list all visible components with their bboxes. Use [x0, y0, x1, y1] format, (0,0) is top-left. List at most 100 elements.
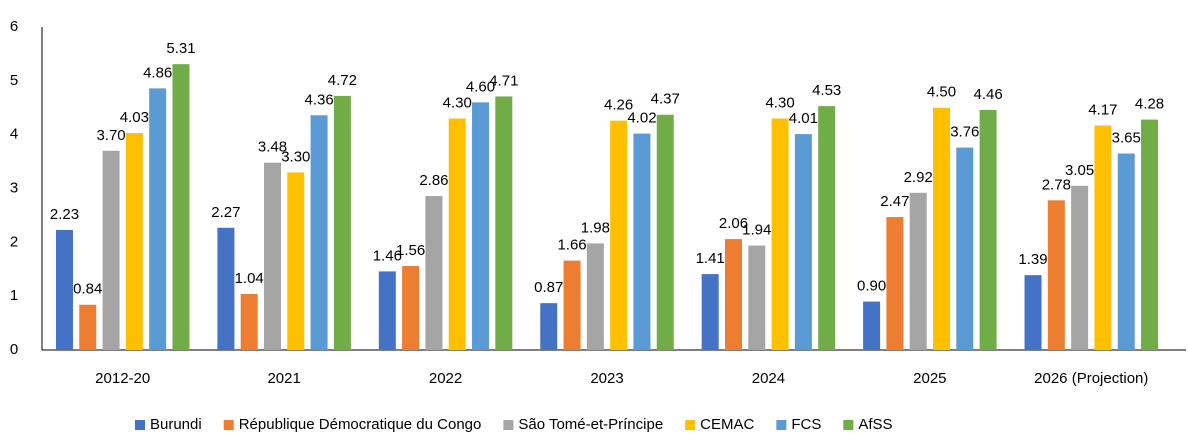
data-label: 4.17 [1088, 101, 1117, 118]
bar [610, 120, 628, 350]
bar [402, 266, 420, 350]
bar [863, 301, 881, 350]
y-tick-label: 4 [10, 126, 18, 143]
y-tick-label: 2 [10, 233, 18, 250]
data-label: 4.50 [927, 84, 956, 101]
data-label: 4.60 [466, 78, 495, 95]
bar [172, 64, 190, 351]
bar [540, 303, 558, 350]
bar [495, 96, 513, 350]
x-tick-label: 2023 [590, 370, 623, 387]
y-tick-label: 6 [10, 18, 18, 35]
x-tick-label: 2021 [267, 370, 300, 387]
data-label: 1.56 [396, 242, 425, 259]
y-tick-label: 3 [10, 179, 18, 196]
data-label: 4.86 [143, 64, 172, 81]
bar [55, 229, 73, 350]
bar [378, 271, 396, 350]
data-label: 2.86 [419, 172, 448, 189]
bar [748, 245, 766, 350]
data-label: 3.70 [96, 127, 125, 144]
bar [586, 243, 604, 350]
legend-label: São Tomé-et-Príncipe [518, 416, 663, 433]
data-label: 4.72 [328, 72, 357, 89]
legend-swatch [135, 420, 145, 430]
bar [701, 274, 719, 350]
bar [425, 196, 443, 350]
bar [656, 114, 674, 350]
data-label: 4.53 [812, 82, 841, 99]
x-tick-label: 2024 [752, 370, 785, 387]
bar [1024, 275, 1042, 350]
y-tick-label: 1 [10, 287, 18, 304]
legend-label: FCS [791, 416, 821, 433]
data-label: 1.39 [1018, 251, 1047, 268]
data-label: 2.78 [1042, 176, 1071, 193]
data-label: 0.87 [534, 279, 563, 296]
bar [472, 102, 490, 350]
data-label: 4.71 [489, 72, 518, 89]
data-label: 3.76 [950, 124, 979, 141]
bar [310, 115, 328, 350]
data-label: 2.23 [50, 206, 79, 223]
data-label: 4.01 [789, 110, 818, 127]
bar [886, 217, 904, 350]
data-label: 1.98 [581, 219, 610, 236]
bar [794, 134, 812, 350]
data-label: 4.26 [604, 97, 633, 114]
y-tick-label: 0 [10, 341, 18, 358]
legend-swatch [776, 420, 787, 430]
data-label: 4.46 [974, 86, 1003, 103]
x-tick-label: 2026 (Projection) [1034, 370, 1148, 387]
data-label: 4.36 [304, 91, 333, 108]
data-label: 5.31 [166, 40, 195, 57]
legend-swatch [503, 420, 514, 430]
data-label: 0.90 [857, 278, 886, 295]
data-label: 2.27 [211, 204, 240, 221]
bar [333, 95, 351, 350]
legend-swatch [685, 420, 696, 430]
bar [724, 239, 742, 350]
data-label: 4.30 [765, 94, 794, 111]
bar [563, 260, 581, 350]
x-tick-label: 2025 [913, 370, 946, 387]
data-label: 0.84 [73, 281, 102, 298]
legend-label: Burundi [150, 416, 202, 433]
bar [1141, 119, 1159, 351]
legend-swatch [223, 420, 234, 430]
data-label: 3.65 [1112, 129, 1141, 146]
bar [1117, 153, 1135, 350]
legend-label: CEMAC [700, 416, 754, 433]
data-label: 1.41 [696, 250, 725, 267]
data-label: 2.06 [719, 215, 748, 232]
legend-label: République Démocratique du Congo [239, 416, 482, 433]
data-label: 1.66 [557, 237, 586, 254]
data-label: 4.37 [651, 91, 680, 108]
y-tick-label: 5 [10, 72, 18, 89]
bar [633, 133, 651, 350]
bar [909, 192, 927, 350]
x-tick-label: 2012-20 [95, 370, 150, 387]
bar [79, 304, 97, 350]
bar [933, 107, 951, 350]
x-tick-label: 2022 [429, 370, 462, 387]
data-label: 3.05 [1065, 162, 1094, 179]
bar [149, 88, 167, 351]
data-label: 4.28 [1135, 96, 1164, 113]
data-label: 4.03 [120, 109, 149, 126]
bar [125, 133, 143, 350]
legend-label: AfSS [858, 416, 892, 433]
data-label: 1.46 [373, 247, 402, 264]
data-label: 1.04 [235, 270, 264, 287]
bar [818, 106, 836, 350]
bar [1071, 185, 1089, 350]
legend-swatch [843, 420, 854, 430]
bar [263, 162, 281, 350]
data-label: 1.94 [742, 222, 771, 239]
data-label: 4.02 [627, 110, 656, 127]
bar [217, 227, 235, 350]
bar [979, 109, 997, 350]
bar [771, 118, 789, 351]
data-label: 3.30 [281, 148, 310, 165]
